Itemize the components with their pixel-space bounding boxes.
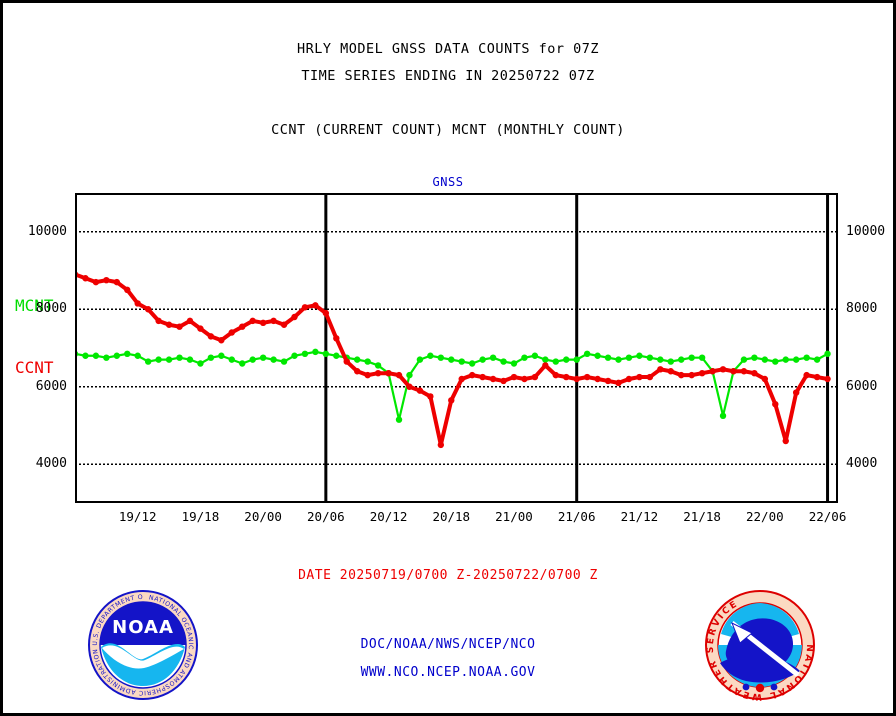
x-tick-21-06: 21/06 (557, 509, 596, 524)
y-tick-right-6000: 6000 (846, 378, 878, 394)
y-tick-right-10000: 10000 (846, 223, 886, 239)
x-tick-22-00: 22/00 (746, 509, 784, 524)
x-tick-20-18: 20/18 (432, 509, 471, 524)
noaa-logo-text: NOAA (112, 617, 174, 638)
title-line-1: HRLY MODEL GNSS DATA COUNTS for 07Z (297, 41, 599, 57)
plot-background (75, 193, 838, 503)
x-tick-19-18: 19/18 (181, 509, 220, 524)
y-tick-left-6000: 6000 (35, 378, 67, 394)
website-link[interactable]: WWW.NCO.NCEP.NOAA.GOV (360, 665, 536, 680)
org-link[interactable]: DOC/NOAA/NWS/NCEP/NCO (360, 637, 536, 652)
y-tick-left-4000: 4000 (35, 456, 67, 472)
y-tick-left-8000: 8000 (35, 301, 67, 317)
nws-logo: NATIONAL WEATHER SERVICE (700, 589, 820, 701)
x-tick-20-00: 20/00 (244, 509, 282, 524)
noaa-logo: NOAA NATIONAL OCEANIC AND ATMOSPHERIC AD… (80, 584, 203, 701)
x-tick-19-12: 19/12 (118, 509, 157, 524)
x-tick-20-12: 20/12 (369, 509, 408, 524)
plot-area (75, 193, 838, 503)
x-tick-21-12: 21/12 (620, 509, 659, 524)
y-tick-right-8000: 8000 (846, 301, 878, 317)
title-line-2: TIME SERIES ENDING IN 20250722 07Z (301, 68, 595, 84)
series-ccnt (75, 271, 831, 449)
y-axis-label-ccnt: CCNT (15, 358, 54, 377)
x-tick-22-06: 22/06 (808, 509, 847, 524)
x-tick-21-18: 21/18 (683, 509, 721, 524)
x-tick-21-00: 21/00 (495, 509, 533, 524)
plot-border (75, 193, 838, 503)
y-tick-left-10000: 10000 (27, 223, 67, 239)
vertical-markers (324, 193, 830, 503)
y-tick-right-4000: 4000 (846, 456, 878, 472)
x-tick-20-06: 20/06 (307, 509, 345, 524)
plot-title: GNSS (432, 175, 464, 189)
chart-canvas (75, 193, 838, 503)
legend-description: CCNT (CURRENT COUNT) MCNT (MONTHLY COUNT… (271, 122, 625, 138)
series-mcnt (75, 348, 831, 423)
date-range-text: DATE 20250719/0700 Z-20250722/0700 Z (298, 568, 598, 583)
y-axis-label-mcnt: MCNT (15, 296, 54, 315)
